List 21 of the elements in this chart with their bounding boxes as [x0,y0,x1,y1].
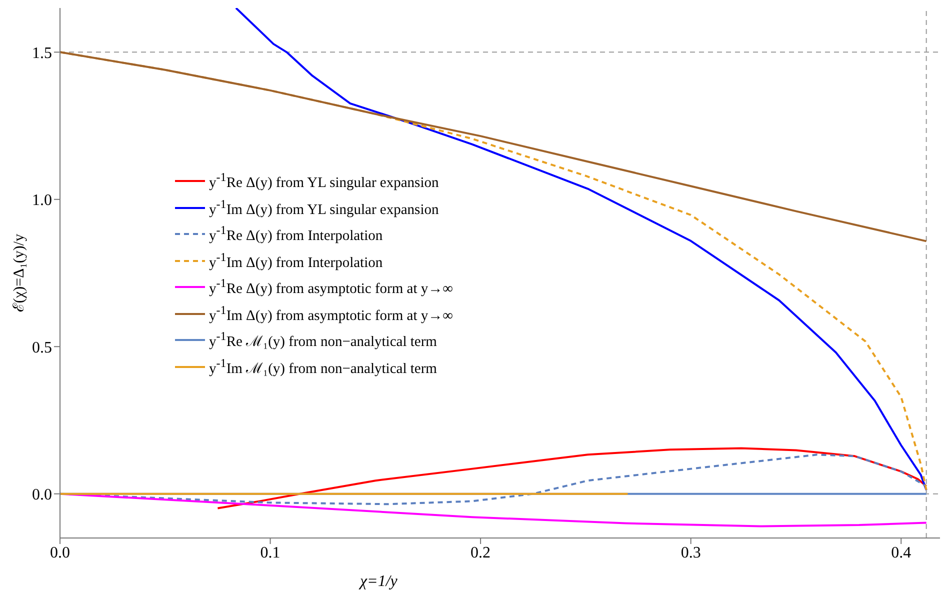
y-tick-label: 0.0 [32,486,52,504]
y-tick-label: 1.5 [32,44,52,62]
line-series [216,447,928,510]
x-tick-label: 0.4 [891,544,912,562]
y-tick-label: 0.5 [32,339,52,356]
x-tick-label: 0.0 [50,544,70,562]
legend-label: y$^{-1}$Re ℳ₁(y) from non−analytical term [209,329,437,352]
x-tick-label: 0.1 [260,544,280,562]
x-tick-label: 0.3 [680,544,701,562]
y-axis-title: ℰ(χ)=Δ₁(y)/y [11,233,28,312]
x-tick-label: 0.2 [470,544,491,562]
legend-label: y$^{-1}$Im ℳ₁(y) from non−analytical term [209,356,437,378]
legend-label: y$^{-1}$Re Δ(y) from asymptotic form at y→∞ [209,276,453,298]
legend-label: y$^{-1}$Re Δ(y) from YL singular expansion [209,170,439,192]
x-axis-title: χ=1/y [358,573,398,590]
legend-label: y$^{-1}$Im Δ(y) from Interpolation [209,250,383,272]
legend-label: y$^{-1}$Re Δ(y) from Interpolation [209,223,383,246]
y-tick-label: 1.0 [32,192,52,210]
line-series [60,51,928,242]
legend-label: y$^{-1}$Im Δ(y) from YL singular expansion [209,196,439,219]
legend-label: y$^{-1}$Im Δ(y) from asymptotic form at y→∞ [209,302,453,325]
